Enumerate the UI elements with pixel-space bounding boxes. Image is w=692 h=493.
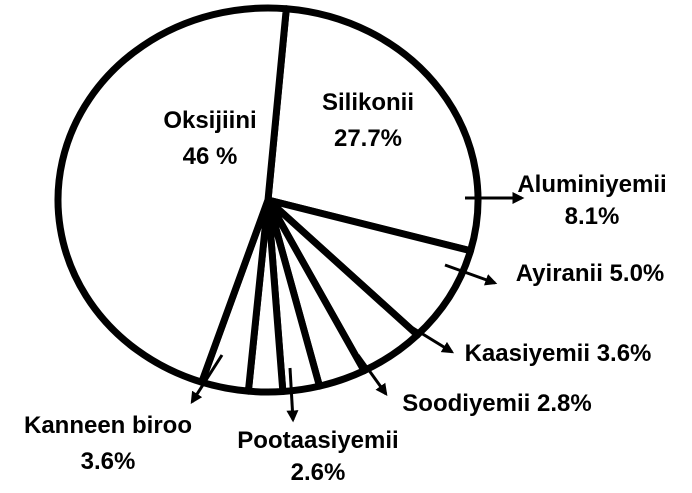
value-label: 2.8%	[537, 390, 592, 417]
slice-label: Ayiranii 5.0%	[516, 260, 665, 287]
slice-label: Soodiyemii 2.8%	[402, 390, 591, 417]
value-label: 3.6%	[81, 448, 136, 475]
slice-label: Kaasiyemii 3.6%	[465, 340, 652, 367]
value-label: 5.0%	[610, 260, 665, 287]
slice-label: 8.1%	[565, 203, 620, 230]
category-name: Kanneen biroo	[24, 412, 192, 439]
value-label: 46 %	[183, 143, 238, 170]
category-name: Soodiyemii	[402, 390, 530, 417]
label-arrow	[190, 354, 224, 405]
category-name: Aluminiyemii	[517, 171, 666, 198]
value-label: 2.6%	[291, 459, 346, 486]
slice-label: Kanneen biroo	[24, 412, 192, 439]
pie-slice	[54, 4, 290, 386]
category-name: Oksijiini	[163, 107, 256, 134]
slice-label: 27.7%	[334, 125, 402, 152]
label-arrow	[356, 354, 388, 396]
category-name: Silikonii	[322, 89, 414, 116]
slice-label: 2.6%	[291, 459, 346, 486]
slice-label: 3.6%	[81, 448, 136, 475]
slice-label: 46 %	[183, 143, 238, 170]
slice-label: Oksijiini	[163, 107, 256, 134]
slice-label: Silikonii	[322, 89, 414, 116]
slice-label: Pootaasiyemii	[237, 427, 398, 454]
label-arrow	[444, 263, 498, 286]
label-arrow	[407, 323, 455, 354]
value-label: 8.1%	[565, 203, 620, 230]
category-name: Pootaasiyemii	[237, 427, 398, 454]
pie-slice	[264, 5, 482, 255]
category-name: Kaasiyemii	[465, 340, 590, 367]
label-arrow	[286, 367, 299, 423]
value-label: 3.6%	[597, 340, 652, 367]
category-name: Ayiranii	[516, 260, 603, 287]
value-label: 27.7%	[334, 125, 402, 152]
slice-label: Aluminiyemii	[517, 171, 666, 198]
